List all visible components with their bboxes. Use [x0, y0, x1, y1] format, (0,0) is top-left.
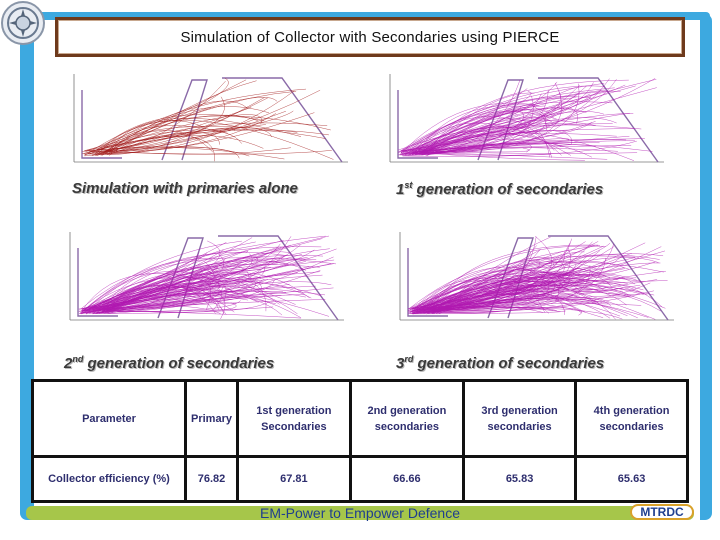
caption-gen2: 2nd generation of secondaries	[64, 354, 274, 372]
drdo-emblem-icon	[1, 1, 45, 45]
caption-text: generation of secondaries	[413, 355, 605, 372]
caption-gen1: 1st generation of secondaries	[396, 180, 603, 198]
table-header-cell: 4th generation secondaries	[574, 378, 689, 459]
table-header-cell: 2nd generation secondaries	[348, 378, 466, 459]
table-cell-parameter: Collector efficiency (%)	[31, 455, 187, 503]
slide-frame-top	[30, 12, 710, 20]
slide-frame-left	[20, 14, 34, 520]
caption-text: generation of secondaries	[83, 355, 275, 372]
table-header-cell: Primary	[184, 378, 239, 459]
table-header-cell: Parameter	[31, 378, 187, 459]
caption-primaries: Simulation with primaries alone	[72, 180, 298, 197]
footer-bar	[26, 506, 694, 520]
plot-primaries	[52, 70, 352, 170]
table-cell-value: 65.83	[462, 455, 578, 503]
caption-number: 3	[396, 355, 405, 372]
caption-gen3: 3rd generation of secondaries	[396, 354, 604, 372]
table-cell-value: 76.82	[184, 455, 239, 503]
trajectory-plot-svg	[73, 74, 348, 163]
table-header-cell: 1st generation Secondaries	[235, 378, 352, 459]
table-cell-value: 67.81	[235, 455, 352, 503]
trajectory-plot-svg	[389, 74, 664, 163]
table-header-row: Parameter Primary 1st generation Seconda…	[31, 378, 689, 459]
table-row: Collector efficiency (%) 76.82 67.81 66.…	[31, 455, 689, 503]
table-cell-value: 66.66	[348, 455, 466, 503]
caption-ordinal: st	[404, 180, 413, 190]
plot-secondaries-gen1	[368, 70, 668, 170]
table-cell-value: 65.63	[574, 455, 689, 503]
caption-number: 2	[64, 355, 73, 372]
plot-secondaries-gen3	[378, 228, 678, 328]
efficiency-table: Parameter Primary 1st generation Seconda…	[31, 378, 689, 503]
trajectory-plot-svg	[399, 232, 674, 321]
slide-frame-right	[700, 14, 712, 520]
caption-number: 1	[396, 181, 405, 198]
caption-text: generation of secondaries	[412, 181, 604, 198]
trajectory-plot-svg	[69, 232, 344, 321]
footer-tagline: EM-Power to Empower Defence	[260, 505, 460, 521]
plot-secondaries-gen2	[48, 228, 348, 328]
footer-badge: MTRDC	[630, 504, 694, 520]
table-header-cell: 3rd generation secondaries	[462, 378, 578, 459]
caption-ordinal: nd	[72, 354, 84, 364]
caption-text: Simulation with primaries alone	[72, 180, 298, 197]
slide-title-box: Simulation of Collector with Secondaries…	[55, 17, 685, 57]
slide-title: Simulation of Collector with Secondaries…	[180, 28, 560, 46]
caption-ordinal: rd	[404, 354, 414, 364]
